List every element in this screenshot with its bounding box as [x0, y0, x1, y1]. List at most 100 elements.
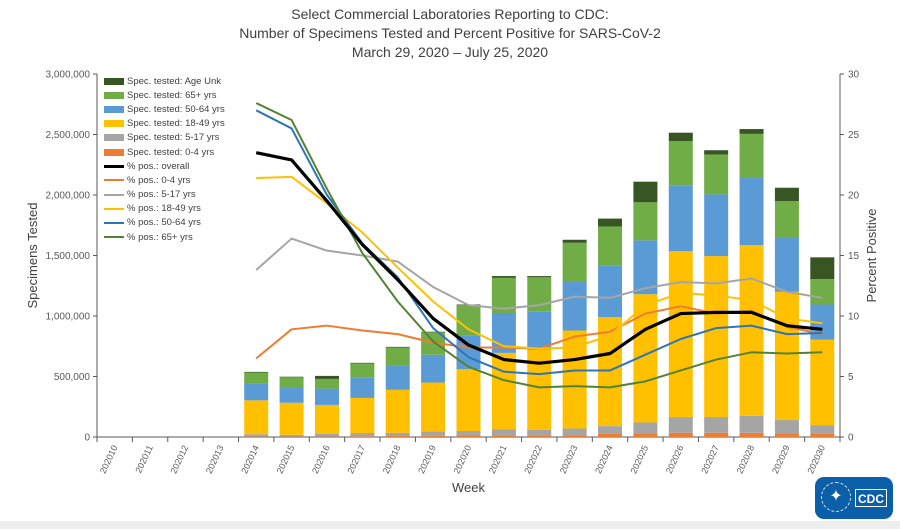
bar-segment-spec-tested-65-yrs	[562, 242, 587, 282]
bar-segment-spec-tested-18-49-yrs	[668, 251, 693, 418]
legend-swatch	[104, 91, 124, 99]
x-tick-label: 202025	[628, 444, 650, 475]
legend-label: Spec. tested: 65+ yrs	[127, 89, 217, 101]
y2-axis-title: Percent Positive	[864, 209, 879, 303]
bar-segment-spec-tested-5-17-yrs	[527, 429, 552, 436]
y-tick-label: 500,000	[54, 372, 91, 383]
footer-bar	[0, 521, 900, 529]
x-tick-label: 202029	[770, 444, 792, 475]
x-tick-label: 202026	[664, 444, 686, 475]
legend-swatch	[104, 77, 124, 85]
y-tick-label: 0	[84, 433, 90, 444]
x-tick-label: 202028	[735, 444, 757, 475]
bar-segment-spec-tested-50-64-yrs	[774, 237, 799, 292]
x-tick-label: 202027	[699, 444, 721, 475]
x-axis-title: Week	[452, 480, 485, 495]
bar-segment-spec-tested-5-17-yrs	[704, 417, 729, 433]
bar-segment-spec-tested-50-64-yrs	[314, 388, 339, 405]
y2-tick-label: 25	[848, 130, 860, 141]
legend-item: Spec. tested: Age Unk	[104, 74, 225, 88]
title-line-1: Select Commercial Laboratories Reporting…	[291, 6, 609, 22]
legend-swatch	[104, 120, 124, 128]
bar-segment-spec-tested-65-yrs	[774, 201, 799, 238]
legend-item: Spec. tested: 65+ yrs	[104, 88, 225, 102]
bar-segment-spec-tested-18-49-yrs	[350, 397, 375, 434]
hhs-eagle-icon: ✦	[821, 482, 851, 512]
bar-segment-spec-tested-65-yrs	[810, 279, 835, 305]
legend: Spec. tested: Age Unk Spec. tested: 65+ y…	[104, 74, 225, 244]
cdc-logo: ✦ CDC	[815, 477, 893, 519]
bar-segment-spec-tested-0-4-yrs	[350, 436, 375, 437]
bar-segment-spec-tested-age-unk	[314, 375, 339, 379]
bar-segment-spec-tested-0-4-yrs	[527, 435, 552, 437]
legend-line-swatch	[104, 221, 124, 224]
bar-segment-spec-tested-0-4-yrs	[774, 433, 799, 437]
title-line-3: March 29, 2020 – July 25, 2020	[351, 44, 549, 60]
legend-label: % pos.: 0-4 yrs	[127, 174, 191, 186]
bar-segment-spec-tested-50-64-yrs	[350, 377, 375, 398]
legend-swatch	[104, 148, 124, 156]
x-tick-label: 202020	[452, 444, 474, 475]
x-tick-label: 202016	[310, 444, 332, 475]
bar-segment-spec-tested-0-4-yrs	[456, 435, 481, 437]
title-line-2: Number of Specimens Tested and Percent P…	[239, 25, 661, 41]
bar-segment-spec-tested-5-17-yrs	[421, 431, 446, 436]
bar-segment-spec-tested-65-yrs	[633, 202, 658, 241]
legend-line-swatch	[104, 207, 124, 210]
y2-tick-label: 5	[848, 372, 854, 383]
bar-segment-spec-tested-0-4-yrs	[421, 435, 446, 437]
bar-segment-spec-tested-5-17-yrs	[314, 433, 339, 437]
legend-item: Spec. tested: 18-49 yrs	[104, 117, 225, 131]
bar-segment-spec-tested-50-64-yrs	[739, 178, 764, 246]
bar-segment-spec-tested-5-17-yrs	[491, 429, 516, 436]
legend-item: Spec. tested: 0-4 yrs	[104, 145, 225, 159]
legend-label: % pos.: 65+ yrs	[127, 231, 193, 243]
bar-segment-spec-tested-0-4-yrs	[491, 435, 516, 437]
bar-segment-spec-tested-65-yrs	[279, 377, 304, 388]
legend-label: Spec. tested: 0-4 yrs	[127, 146, 215, 158]
bar-segment-spec-tested-50-64-yrs	[562, 281, 587, 331]
x-tick-label: 202014	[239, 444, 261, 475]
x-tick-label: 202015	[275, 444, 297, 475]
bar-segment-spec-tested-age-unk	[279, 376, 304, 378]
bar-segment-spec-tested-18-49-yrs	[456, 369, 481, 431]
x-tick-label: 202017	[345, 444, 367, 475]
bar-segment-spec-tested-65-yrs	[739, 133, 764, 179]
bar-segment-spec-tested-5-17-yrs	[810, 425, 835, 434]
bar-segment-spec-tested-5-17-yrs	[279, 434, 304, 437]
bar-segment-spec-tested-18-49-yrs	[314, 404, 339, 434]
line--pos-50-64-yrs	[255, 109, 823, 376]
bar-segment-spec-tested-age-unk	[704, 150, 729, 155]
legend-item: % pos.: 5-17 yrs	[104, 188, 225, 202]
bar-segment-spec-tested-18-49-yrs	[385, 389, 410, 433]
bar-segment-spec-tested-0-4-yrs	[810, 433, 835, 437]
bar-segment-spec-tested-18-49-yrs	[244, 400, 269, 435]
bar-segment-spec-tested-18-49-yrs	[739, 245, 764, 416]
x-tick-label: 202013	[204, 444, 226, 475]
x-tick-label: 202023	[558, 444, 580, 475]
legend-item: % pos.: 0-4 yrs	[104, 173, 225, 187]
bar-segment-spec-tested-65-yrs	[244, 372, 269, 384]
bar-segment-spec-tested-age-unk	[385, 346, 410, 348]
bar-segment-spec-tested-age-unk	[562, 239, 587, 243]
bar-segment-spec-tested-50-64-yrs	[598, 265, 623, 318]
bar-segment-spec-tested-18-49-yrs	[810, 339, 835, 426]
bar-segment-spec-tested-age-unk	[491, 276, 516, 278]
x-tick-label: 202021	[487, 444, 509, 475]
bar-segment-spec-tested-65-yrs	[598, 226, 623, 266]
y2-tick-label: 15	[848, 251, 860, 262]
bar-segment-spec-tested-5-17-yrs	[244, 434, 269, 437]
x-tick-label: 202012	[169, 444, 191, 475]
bar-segment-spec-tested-age-unk	[244, 371, 269, 373]
y-tick-label: 3,000,000	[46, 70, 91, 81]
bar-segment-spec-tested-5-17-yrs	[774, 420, 799, 434]
bar-segment-spec-tested-age-unk	[668, 132, 693, 142]
y2-tick-label: 10	[848, 312, 860, 323]
legend-label: % pos.: 50-64 yrs	[127, 217, 201, 229]
legend-swatch	[104, 134, 124, 142]
legend-item: % pos.: 50-64 yrs	[104, 216, 225, 230]
x-tick-label: 202022	[522, 444, 544, 475]
y2-tick-label: 20	[848, 191, 860, 202]
bar-segment-spec-tested-65-yrs	[668, 141, 693, 186]
